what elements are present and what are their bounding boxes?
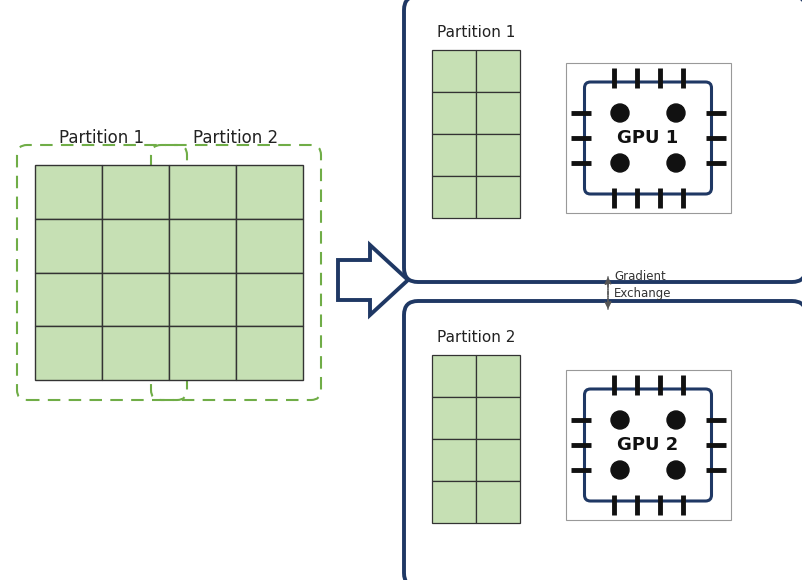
Bar <box>169 326 236 380</box>
Bar <box>432 355 476 397</box>
Circle shape <box>611 411 629 429</box>
Bar <box>432 439 476 481</box>
Bar <box>432 176 476 218</box>
Text: Partition 1: Partition 1 <box>59 129 144 147</box>
Bar <box>476 439 520 481</box>
Bar <box>35 326 102 380</box>
Bar <box>102 326 169 380</box>
Polygon shape <box>338 245 408 315</box>
Circle shape <box>611 154 629 172</box>
Circle shape <box>667 411 685 429</box>
FancyBboxPatch shape <box>404 0 802 282</box>
Circle shape <box>667 154 685 172</box>
FancyBboxPatch shape <box>585 389 711 501</box>
Bar <box>236 219 303 273</box>
Circle shape <box>667 104 685 122</box>
Text: Gradient
Exchange: Gradient Exchange <box>614 270 671 299</box>
Text: Partition 2: Partition 2 <box>193 129 278 147</box>
Text: GPU 2: GPU 2 <box>618 436 678 454</box>
Bar <box>476 481 520 523</box>
FancyBboxPatch shape <box>585 82 711 194</box>
Bar <box>476 397 520 439</box>
Bar <box>476 134 520 176</box>
Bar <box>169 273 236 326</box>
Text: Partition 2: Partition 2 <box>437 330 515 345</box>
Bar <box>476 176 520 218</box>
Bar <box>432 92 476 134</box>
Circle shape <box>667 461 685 479</box>
Bar <box>565 370 731 520</box>
Bar <box>432 397 476 439</box>
Bar <box>236 165 303 219</box>
Bar <box>102 219 169 273</box>
Bar <box>236 273 303 326</box>
Circle shape <box>611 104 629 122</box>
Bar <box>169 165 236 219</box>
Bar <box>476 92 520 134</box>
Bar <box>476 355 520 397</box>
Bar <box>102 165 169 219</box>
Bar <box>35 273 102 326</box>
Bar <box>432 481 476 523</box>
Bar <box>169 219 236 273</box>
Bar <box>565 63 731 213</box>
Bar <box>432 50 476 92</box>
Circle shape <box>611 461 629 479</box>
Text: Partition 1: Partition 1 <box>437 25 515 40</box>
Bar <box>476 50 520 92</box>
Bar <box>35 219 102 273</box>
Bar <box>236 326 303 380</box>
FancyBboxPatch shape <box>404 301 802 580</box>
Bar <box>432 134 476 176</box>
Text: GPU 1: GPU 1 <box>618 129 678 147</box>
Bar <box>102 273 169 326</box>
Bar <box>35 165 102 219</box>
